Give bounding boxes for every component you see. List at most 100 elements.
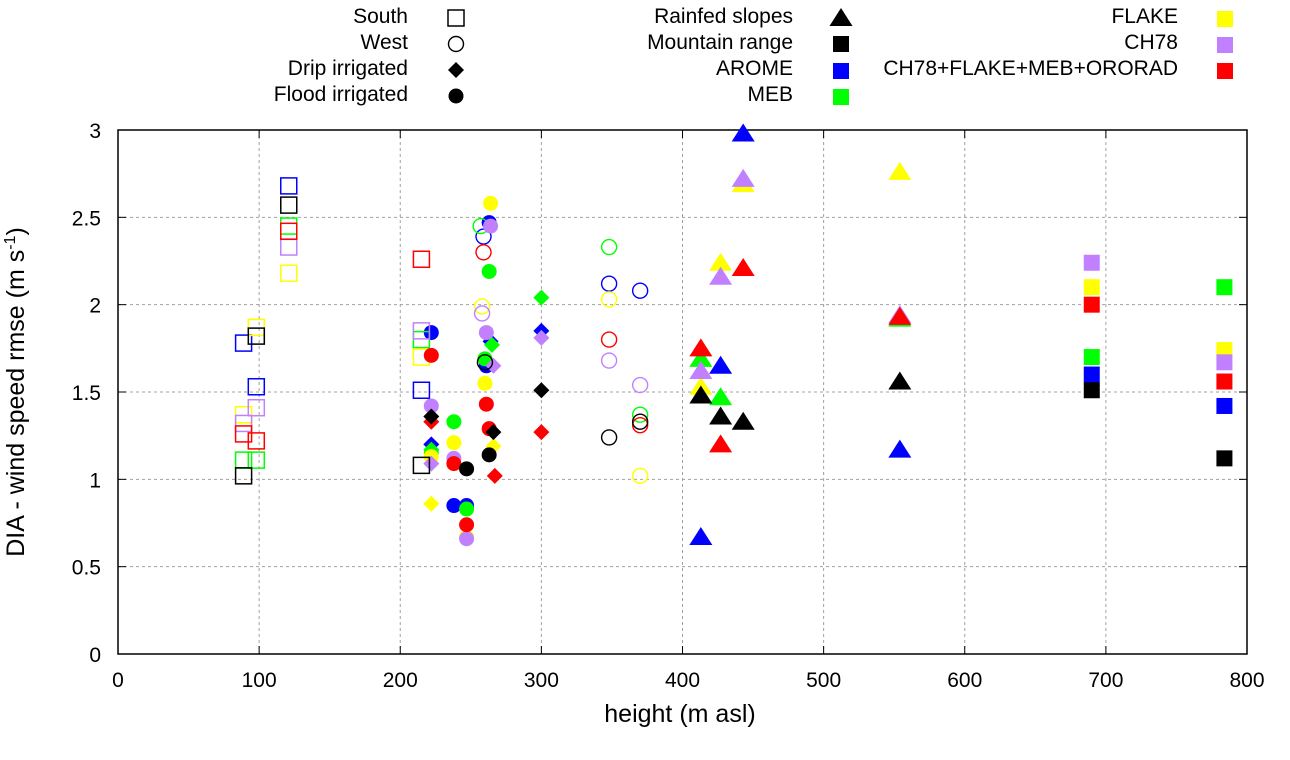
data-point [600, 352, 618, 369]
legend-label: Drip irrigated [288, 57, 408, 80]
data-point [533, 289, 550, 306]
data-point [423, 398, 439, 414]
x-tick-label: 0 [112, 669, 124, 692]
series-meb [234, 217, 1233, 517]
data-point [533, 329, 550, 346]
data-point [1216, 354, 1233, 371]
x-tick-label: 100 [242, 669, 277, 692]
data-point [446, 456, 462, 472]
data-point [247, 451, 266, 469]
data-point [459, 517, 475, 533]
legend-label: MEB [747, 83, 793, 106]
data-point [234, 467, 253, 485]
legend-color-swatch [1217, 11, 1233, 27]
data-point [1216, 279, 1233, 296]
y-axis-label: DIA - wind speed rmse (m s-1) [2, 227, 30, 557]
data-point [1216, 342, 1233, 359]
y-tick-label: 3 [89, 120, 101, 143]
data-point [631, 467, 649, 485]
data-point [1083, 279, 1100, 296]
series-ch78 [234, 168, 1233, 547]
legend-label: Flood irrigated [274, 83, 408, 106]
data-point [600, 275, 618, 292]
data-point [280, 222, 298, 241]
data-point [234, 451, 253, 469]
data-point [533, 424, 550, 441]
data-point [1083, 254, 1100, 271]
data-point [446, 435, 462, 451]
data-point [280, 177, 298, 195]
data-point [888, 439, 912, 458]
data-point [600, 291, 618, 308]
y-tick-label: 0 [89, 644, 101, 667]
data-point [423, 455, 440, 472]
x-tick-label: 800 [1229, 669, 1264, 692]
data-point [1216, 397, 1233, 414]
data-point [280, 238, 298, 256]
data-point [247, 398, 266, 417]
series-flake [234, 161, 1233, 545]
data-point [247, 432, 266, 450]
data-point [1083, 349, 1100, 366]
data-point [483, 218, 499, 234]
data-point [689, 338, 713, 357]
x-tick-label: 700 [1088, 669, 1123, 692]
data-point [600, 238, 618, 256]
data-point [689, 361, 713, 380]
legend-color-swatch [833, 63, 849, 79]
x-tick-label: 500 [806, 669, 841, 692]
data-point [631, 406, 649, 423]
data-point [1083, 296, 1100, 313]
data-point [234, 334, 253, 352]
data-point [533, 382, 550, 399]
data-point [485, 357, 502, 374]
data-point [709, 434, 733, 453]
data-point [888, 161, 912, 180]
data-point [1083, 366, 1100, 383]
data-point [478, 396, 494, 412]
legend-marker-diamond [448, 62, 464, 78]
legend-label: CH78 [1124, 31, 1178, 54]
data-point [476, 354, 494, 371]
data-point [709, 406, 733, 425]
data-point [709, 387, 733, 406]
data-point [600, 331, 618, 348]
data-point [280, 196, 298, 214]
data-point [234, 414, 253, 433]
data-point [888, 306, 912, 325]
data-point [475, 244, 492, 261]
data-point [475, 228, 492, 245]
data-point [486, 467, 503, 484]
data-point [481, 263, 497, 279]
data-point [459, 461, 475, 477]
x-tick-label: 300 [524, 669, 559, 692]
x-tick-label: 200 [383, 669, 418, 692]
data-point [473, 298, 491, 315]
legend-color-swatch [833, 89, 849, 105]
data-point [731, 123, 755, 142]
data-point [423, 347, 439, 363]
data-point [459, 531, 475, 547]
data-point [709, 252, 733, 271]
data-point [473, 305, 491, 322]
data-point [459, 501, 475, 517]
data-point [478, 325, 494, 341]
grid [118, 130, 1247, 654]
y-tick-label: 1.5 [72, 382, 101, 405]
data-point [247, 327, 266, 345]
data-point [423, 408, 440, 425]
data-point [631, 376, 649, 394]
x-tick-label: 600 [947, 669, 982, 692]
data-point [477, 375, 493, 391]
data-point [731, 257, 755, 276]
y-axis-label-main: DIA - wind speed rmse (m s [2, 250, 30, 557]
data-point [423, 495, 440, 512]
x-tick-label: 400 [665, 669, 700, 692]
data-point [709, 266, 733, 285]
legend-marker-square-open [447, 9, 465, 27]
data-point [412, 322, 431, 340]
data-point [412, 381, 431, 400]
data-point [600, 429, 618, 446]
data-point [247, 378, 266, 396]
